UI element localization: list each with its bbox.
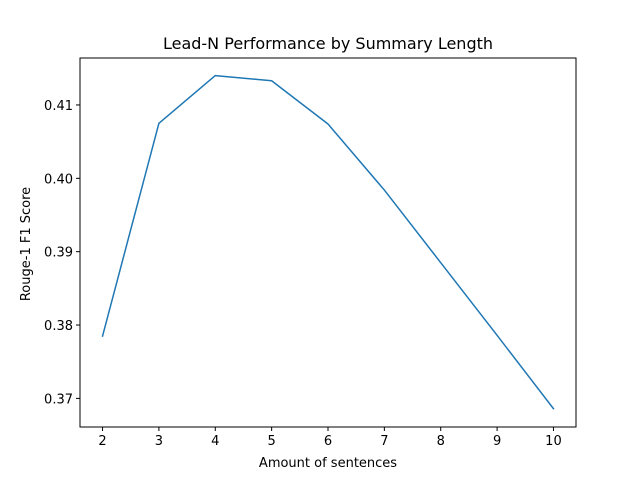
chart-title: Lead-N Performance by Summary Length	[163, 34, 493, 53]
plot-area: 2 3 4 5 6 7 8 9 10 0.37 0.38 0.39 0.40 0.41	[44, 57, 577, 449]
x-tick-label-6: 6	[324, 434, 332, 449]
y-axis-label: Rouge-1 F1 Score	[19, 187, 34, 301]
x-tick-label-7: 7	[380, 434, 388, 449]
series-line-0	[101, 74, 555, 410]
y-tick-label-3: 0.40	[44, 172, 73, 187]
y-tick-label-4: 0.41	[44, 99, 73, 114]
x-tick-label-9: 9	[493, 434, 501, 449]
x-tick-label-8: 8	[437, 434, 445, 449]
y-tick-label-2: 0.39	[44, 246, 73, 261]
y-tick-label-1: 0.38	[44, 319, 73, 334]
x-tick-label-10: 10	[545, 434, 562, 449]
x-tick-label-5: 5	[267, 434, 275, 449]
y-tick-label-0: 0.37	[44, 392, 73, 407]
plot-frame	[79, 57, 577, 428]
x-axis-label: Amount of sentences	[259, 456, 397, 471]
x-tick-label-4: 4	[211, 434, 219, 449]
x-tick-label-3: 3	[155, 434, 163, 449]
x-tick-label-2: 2	[98, 434, 106, 449]
